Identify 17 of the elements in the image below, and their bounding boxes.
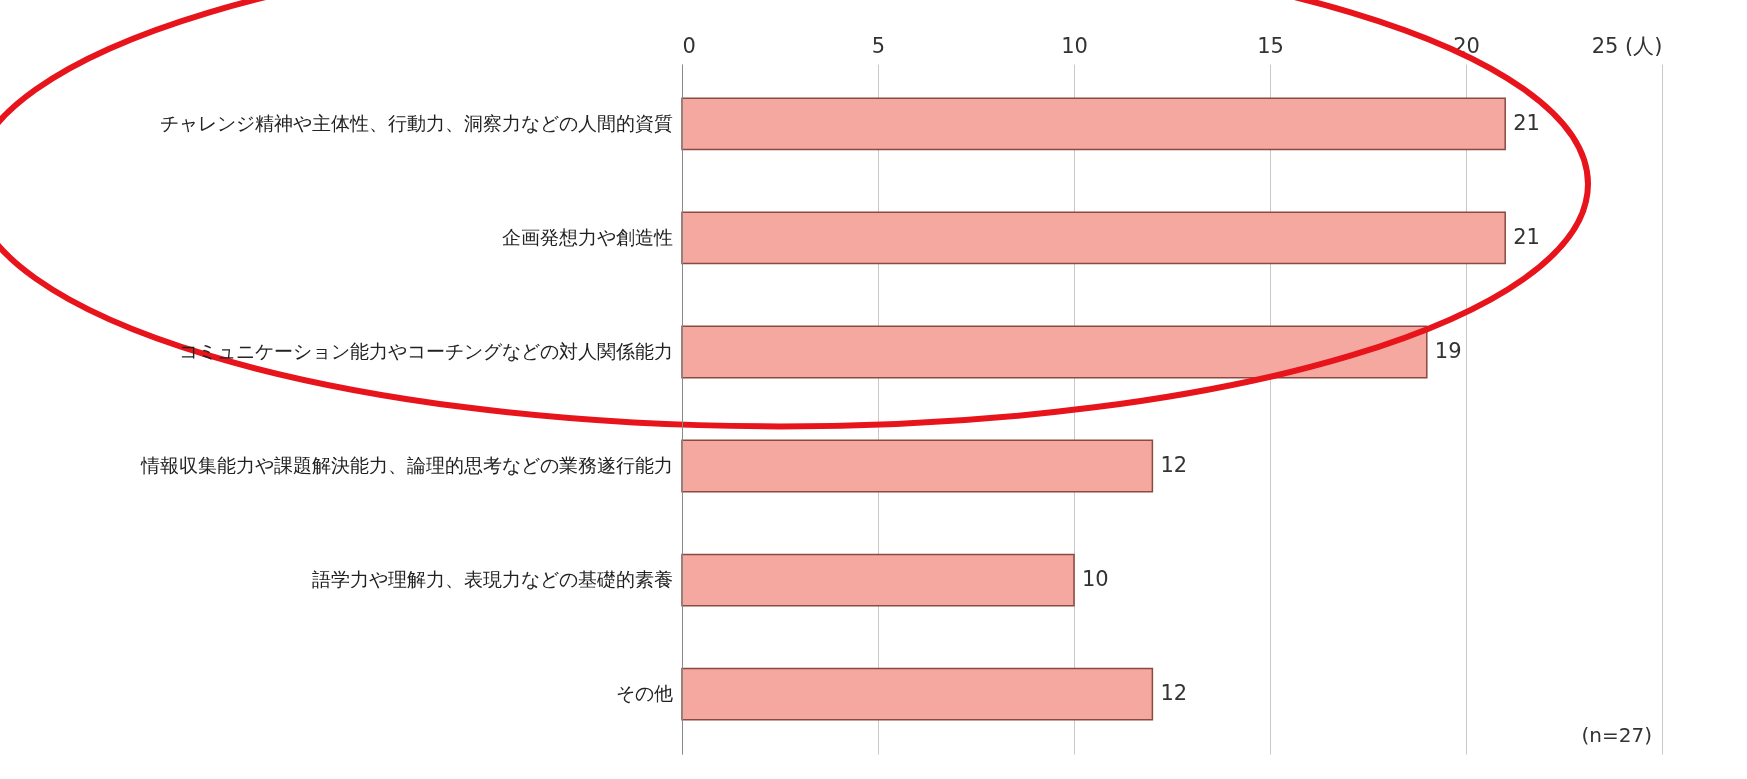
- x-tick-label: 0: [682, 33, 696, 58]
- data-label: 21: [1513, 110, 1540, 135]
- x-tick-label: 10: [1061, 33, 1088, 58]
- y-tick-label: 企画発想力や創造性: [501, 225, 673, 248]
- y-tick-label: 情報収集能力や課題解決能力、論理的思考などの業務遂行能力: [139, 454, 673, 477]
- data-label: 12: [1160, 453, 1188, 478]
- x-tick-label: 5: [871, 33, 886, 58]
- data-label: 10: [1082, 567, 1109, 592]
- x-tick-label: 15: [1257, 33, 1284, 58]
- data-label: 21: [1513, 224, 1540, 249]
- y-tick-label: チャレンジ精神や主体性、行動力、洞察力などの人間的資質: [159, 111, 673, 134]
- data-label: 19: [1434, 338, 1462, 363]
- x-tick-label: 25 (人): [1591, 33, 1663, 58]
- annotation: (n=27): [1581, 723, 1652, 747]
- data-label: 12: [1160, 681, 1188, 706]
- y-tick-label: その他: [615, 682, 673, 705]
- y-tick-label: 語学力や理解力、表現力などの基礎的素養: [311, 568, 673, 591]
